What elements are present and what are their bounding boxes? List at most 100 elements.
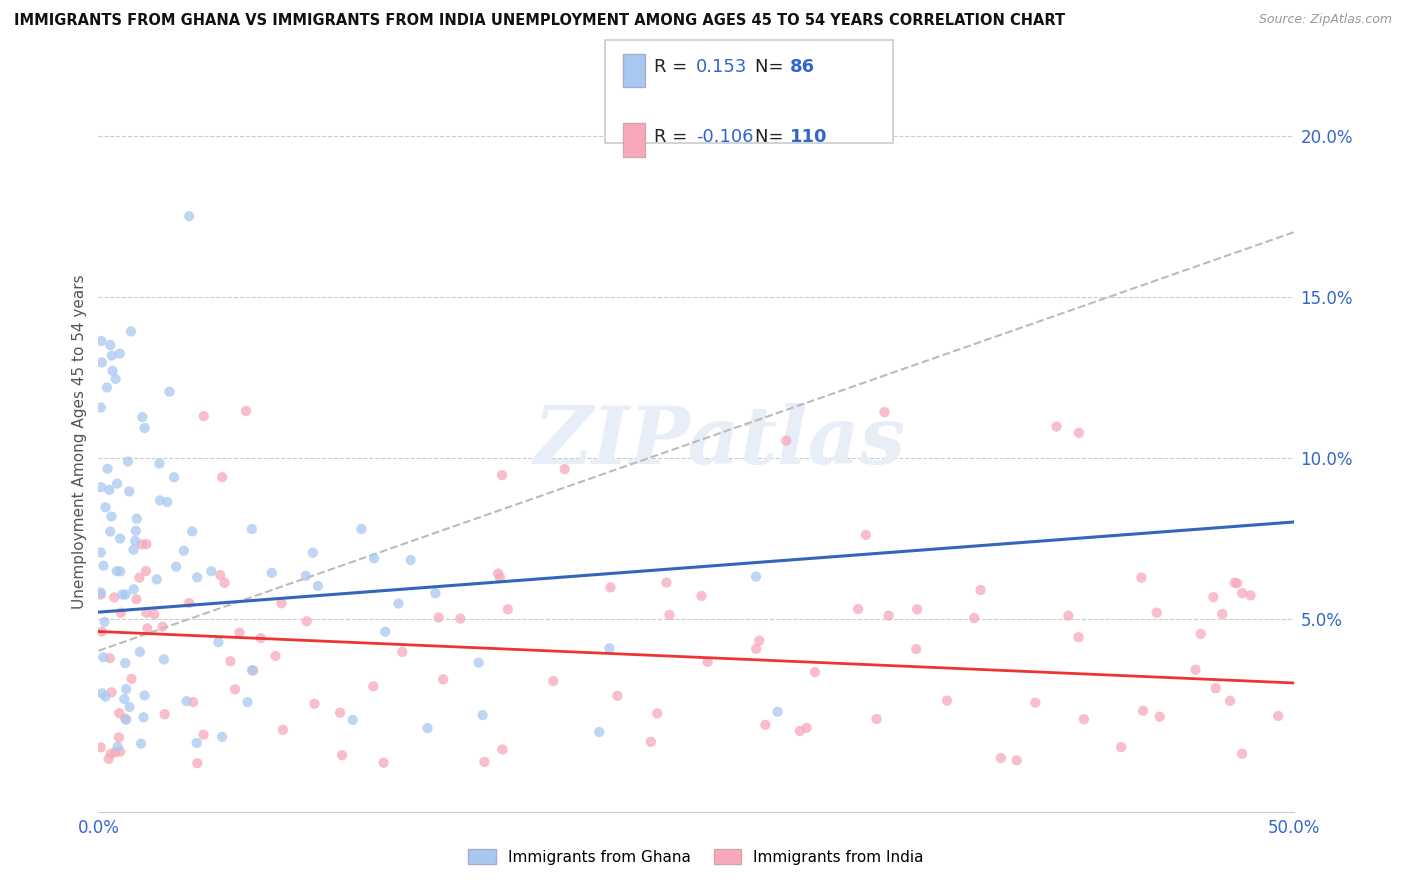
Point bbox=[224, 682, 246, 697]
Point bbox=[159, 384, 181, 399]
Y-axis label: Unemployment Among Ages 45 to 54 years: Unemployment Among Ages 45 to 54 years bbox=[72, 274, 87, 609]
Point bbox=[387, 597, 409, 611]
Text: N=: N= bbox=[755, 58, 789, 76]
Point bbox=[301, 546, 323, 560]
Point bbox=[1239, 589, 1261, 603]
Point bbox=[471, 708, 494, 723]
Point bbox=[1005, 753, 1028, 767]
Point bbox=[112, 692, 135, 706]
Point bbox=[1202, 590, 1225, 604]
Point bbox=[132, 710, 155, 724]
Point bbox=[152, 620, 174, 634]
Point bbox=[775, 434, 797, 448]
Point bbox=[128, 571, 150, 585]
Point bbox=[90, 401, 112, 415]
Point bbox=[114, 656, 136, 670]
Point bbox=[96, 462, 118, 476]
Point bbox=[110, 745, 132, 759]
Point bbox=[969, 582, 991, 597]
Point bbox=[936, 693, 959, 707]
Point bbox=[186, 736, 208, 750]
Point bbox=[363, 551, 385, 566]
Point bbox=[963, 611, 986, 625]
Point bbox=[754, 718, 776, 732]
Point bbox=[391, 645, 413, 659]
Point bbox=[235, 404, 257, 418]
Point bbox=[219, 654, 242, 668]
Point bbox=[304, 697, 326, 711]
Text: N=: N= bbox=[755, 128, 789, 145]
Point bbox=[1223, 575, 1246, 590]
Point bbox=[207, 635, 229, 649]
Point bbox=[1189, 627, 1212, 641]
Point bbox=[211, 730, 233, 744]
Point bbox=[374, 624, 396, 639]
Point bbox=[496, 602, 519, 616]
Point bbox=[240, 522, 263, 536]
Point bbox=[181, 524, 204, 539]
Point bbox=[1073, 712, 1095, 726]
Point bbox=[342, 713, 364, 727]
Point bbox=[186, 570, 208, 584]
Text: 86: 86 bbox=[790, 58, 815, 76]
Point bbox=[1149, 709, 1171, 723]
Point bbox=[122, 542, 145, 557]
Point bbox=[90, 740, 112, 755]
Point bbox=[176, 694, 198, 708]
Point bbox=[449, 611, 471, 625]
Point bbox=[90, 355, 112, 369]
Point bbox=[240, 663, 263, 677]
Point bbox=[108, 346, 131, 360]
Point bbox=[94, 500, 117, 515]
Point bbox=[330, 748, 353, 763]
Point bbox=[467, 656, 489, 670]
Point bbox=[804, 665, 827, 679]
Point bbox=[163, 470, 186, 484]
Point bbox=[93, 615, 115, 629]
Point bbox=[1109, 740, 1132, 755]
Point bbox=[101, 364, 124, 378]
Text: IMMIGRANTS FROM GHANA VS IMMIGRANTS FROM INDIA UNEMPLOYMENT AMONG AGES 45 TO 54 : IMMIGRANTS FROM GHANA VS IMMIGRANTS FROM… bbox=[14, 13, 1066, 29]
Point bbox=[98, 651, 121, 665]
Point bbox=[1219, 694, 1241, 708]
Point bbox=[193, 728, 215, 742]
Point bbox=[114, 712, 136, 726]
Point bbox=[135, 606, 157, 620]
Point bbox=[236, 695, 259, 709]
Point bbox=[93, 558, 115, 573]
Point bbox=[104, 372, 127, 386]
Text: 0.153: 0.153 bbox=[696, 58, 748, 76]
Point bbox=[181, 695, 204, 709]
Point bbox=[745, 570, 768, 584]
Point bbox=[329, 706, 352, 720]
Point bbox=[1230, 747, 1253, 761]
Point bbox=[295, 569, 318, 583]
Point bbox=[554, 462, 576, 476]
Point bbox=[796, 721, 818, 735]
Point bbox=[748, 633, 770, 648]
Point bbox=[905, 642, 928, 657]
Point bbox=[153, 707, 176, 722]
Point bbox=[1130, 571, 1153, 585]
Point bbox=[135, 537, 157, 551]
Point bbox=[118, 484, 141, 499]
Point bbox=[745, 641, 768, 656]
Point bbox=[606, 689, 628, 703]
Point bbox=[491, 742, 513, 756]
Point bbox=[90, 334, 112, 348]
Point bbox=[104, 745, 127, 759]
Point bbox=[96, 380, 118, 394]
Point bbox=[179, 209, 201, 223]
Point bbox=[110, 565, 132, 579]
Point bbox=[125, 592, 148, 607]
Point bbox=[427, 610, 450, 624]
Point bbox=[125, 512, 148, 526]
Point bbox=[588, 725, 610, 739]
Point bbox=[541, 674, 564, 689]
Point bbox=[295, 615, 318, 629]
Point bbox=[98, 338, 122, 352]
Text: R =: R = bbox=[654, 128, 693, 145]
Text: ZIPatlas: ZIPatlas bbox=[534, 403, 905, 480]
Point bbox=[90, 588, 112, 602]
Point bbox=[103, 591, 125, 605]
